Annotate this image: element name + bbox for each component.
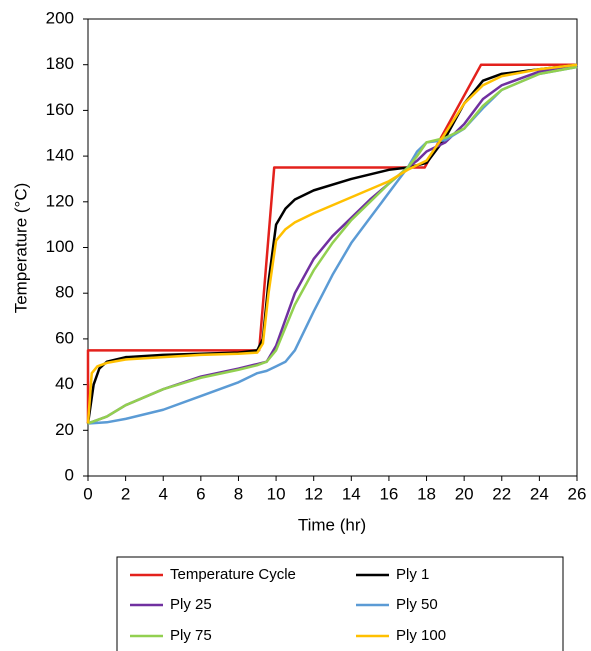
x-tick-label: 14 xyxy=(342,484,361,503)
y-tick-label: 20 xyxy=(55,420,74,439)
x-axis-label: Time (hr) xyxy=(298,515,366,534)
y-tick-label: 100 xyxy=(46,237,74,256)
x-tick-label: 8 xyxy=(234,484,243,503)
series-line xyxy=(86,63,578,424)
x-tick-label: 4 xyxy=(158,484,167,503)
legend-box xyxy=(116,556,564,651)
legend-label: Ply 50 xyxy=(396,596,438,613)
x-tick-label: 10 xyxy=(267,484,286,503)
y-tick-label: 0 xyxy=(65,465,74,484)
x-tick-label: 12 xyxy=(304,484,323,503)
y-tick-label: 200 xyxy=(46,8,74,27)
legend-label: Ply 1 xyxy=(396,566,429,583)
y-tick-label: 140 xyxy=(46,146,74,165)
legend-label: Temperature Cycle xyxy=(170,566,296,583)
y-tick-label: 180 xyxy=(46,54,74,73)
x-tick-label: 20 xyxy=(455,484,474,503)
legend-label: Ply 25 xyxy=(170,596,212,613)
y-tick-label: 40 xyxy=(55,374,74,393)
legend-label: Ply 75 xyxy=(170,627,212,644)
y-tick-label: 80 xyxy=(55,283,74,302)
x-tick-label: 24 xyxy=(530,484,549,503)
y-tick-label: 60 xyxy=(55,328,74,347)
x-tick-label: 18 xyxy=(417,484,436,503)
x-tick-label: 26 xyxy=(568,484,587,503)
y-tick-label: 120 xyxy=(46,191,74,210)
x-tick-label: 2 xyxy=(121,484,130,503)
x-tick-label: 16 xyxy=(379,484,398,503)
legend-label: Ply 100 xyxy=(396,627,446,644)
y-axis-label: Temperature (°C) xyxy=(11,183,30,314)
series-line xyxy=(86,63,577,424)
series-line xyxy=(87,65,578,425)
x-tick-label: 6 xyxy=(196,484,205,503)
y-tick-label: 160 xyxy=(46,100,74,119)
x-tick-label: 22 xyxy=(492,484,511,503)
x-tick-label: 0 xyxy=(83,484,92,503)
